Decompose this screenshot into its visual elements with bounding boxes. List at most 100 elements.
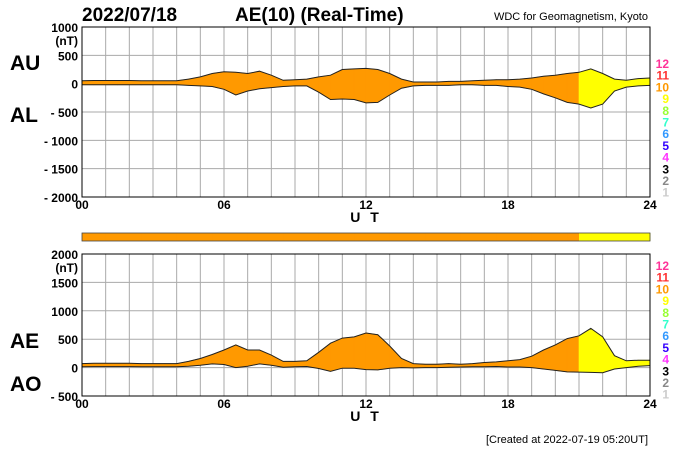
colorbar-segment <box>117 233 130 241</box>
area-segment <box>590 68 603 109</box>
area-segment <box>566 72 580 105</box>
x-tick-label: 18 <box>501 397 515 411</box>
plot-frame <box>81 253 651 397</box>
area-segment <box>247 70 260 92</box>
colorbar-segment <box>543 233 556 241</box>
upper-series-label: AU <box>10 52 40 75</box>
upper-series-line <box>81 327 650 365</box>
level-legend-item: 5 <box>662 139 669 153</box>
y-tick-label: 1000 <box>51 21 78 35</box>
area-segment <box>377 69 390 103</box>
level-legend-item: 9 <box>662 92 669 106</box>
y-tick-label: 2000 <box>51 248 78 262</box>
colorbar-segment <box>212 233 225 241</box>
y-tick-label: 1000 <box>51 305 78 319</box>
colorbar-segment <box>555 233 568 241</box>
x-tick-label: 24 <box>643 198 657 212</box>
lower-series-line <box>81 363 651 374</box>
level-legend-item: 8 <box>662 104 669 118</box>
upper-series-label: AE <box>10 330 39 353</box>
colorbar-segment <box>460 233 473 241</box>
colorbar-segment <box>283 233 296 241</box>
area-segment <box>365 332 379 371</box>
area-segment <box>152 80 166 86</box>
area-segment <box>93 80 106 86</box>
colorbar-segment <box>330 233 343 241</box>
area-segment <box>140 80 154 86</box>
y-tick-label: - 1000 <box>44 134 78 148</box>
x-tick-label: 12 <box>359 397 373 411</box>
area-segment <box>306 351 319 369</box>
colorbar-segment <box>425 233 438 241</box>
colorbar-segment <box>82 233 95 241</box>
colorbar-segment <box>413 233 426 241</box>
level-legend-item: 4 <box>662 151 669 165</box>
colorbar-segment <box>200 233 213 241</box>
x-tick-label: 06 <box>217 198 231 212</box>
colorbar-segment <box>472 233 485 241</box>
level-legend-item: 7 <box>662 116 669 130</box>
area-segment <box>342 68 355 100</box>
colorbar-segment <box>531 233 544 241</box>
colorbar-segment <box>259 233 272 241</box>
colorbar-segment <box>567 233 580 241</box>
x-axis-label: U T <box>350 408 382 424</box>
area-segment <box>353 68 367 104</box>
colorbar-segment <box>638 233 651 241</box>
y-tick-label: - 500 <box>51 106 79 120</box>
upper-series-line <box>81 67 651 83</box>
area-segment <box>105 80 118 86</box>
area-segment <box>330 337 343 372</box>
area-segment <box>342 336 355 369</box>
x-axis-label: U T <box>350 209 382 225</box>
area-segment <box>223 71 237 96</box>
area-segment <box>259 70 272 90</box>
y-tick-label: - 1500 <box>44 163 78 177</box>
level-legend-item: 9 <box>662 294 669 308</box>
colorbar-segment <box>602 233 615 241</box>
area-segment <box>271 74 284 88</box>
x-tick-label: 12 <box>359 198 373 212</box>
colorbar-segment <box>129 233 142 241</box>
colorbar-segment <box>354 233 367 241</box>
colorbar-segment <box>247 233 260 241</box>
level-legend-item: 11 <box>656 69 669 83</box>
level-legend-item: 7 <box>662 318 669 332</box>
plot-frame <box>81 26 651 198</box>
y-tick-label: 0 <box>71 78 78 92</box>
colorbar-segment <box>318 233 331 241</box>
unit-label: (nT) <box>55 261 78 275</box>
area-segment <box>507 78 521 88</box>
colorbar-segment <box>271 233 284 241</box>
level-legend-item: 1 <box>662 186 669 200</box>
level-legend-item: 2 <box>662 174 669 188</box>
level-legend-item: 2 <box>662 376 669 390</box>
colorbar-segment <box>105 233 118 241</box>
lower-series-line <box>82 84 651 109</box>
level-legend-item: 12 <box>656 259 670 273</box>
y-tick-label: - 2000 <box>44 191 78 205</box>
y-tick-label: 1500 <box>51 276 78 290</box>
area-segment <box>117 80 130 86</box>
area-segment <box>365 68 379 104</box>
colorbar-segment <box>496 233 509 241</box>
colorbar-segment <box>93 233 107 241</box>
colorbar-segment <box>235 233 249 241</box>
level-legend-item: 11 <box>656 271 669 285</box>
created-timestamp: [Created at 2022-07-19 05:20UT] <box>486 434 648 446</box>
colorbar-segment <box>176 233 189 241</box>
level-legend-item: 8 <box>662 306 669 320</box>
level-colorbar <box>81 232 651 242</box>
level-legend-item: 4 <box>662 353 669 367</box>
level-legend-item: 10 <box>656 282 670 296</box>
level-legend-item: 5 <box>662 341 669 355</box>
area-segment <box>235 344 248 368</box>
y-tick-label: 500 <box>58 333 78 347</box>
level-legend-item: 1 <box>662 388 669 402</box>
y-tick-label: 0 <box>71 362 78 376</box>
x-tick-label: 00 <box>75 397 89 411</box>
colorbar-segment <box>448 233 462 241</box>
colorbar-segment <box>401 233 414 241</box>
